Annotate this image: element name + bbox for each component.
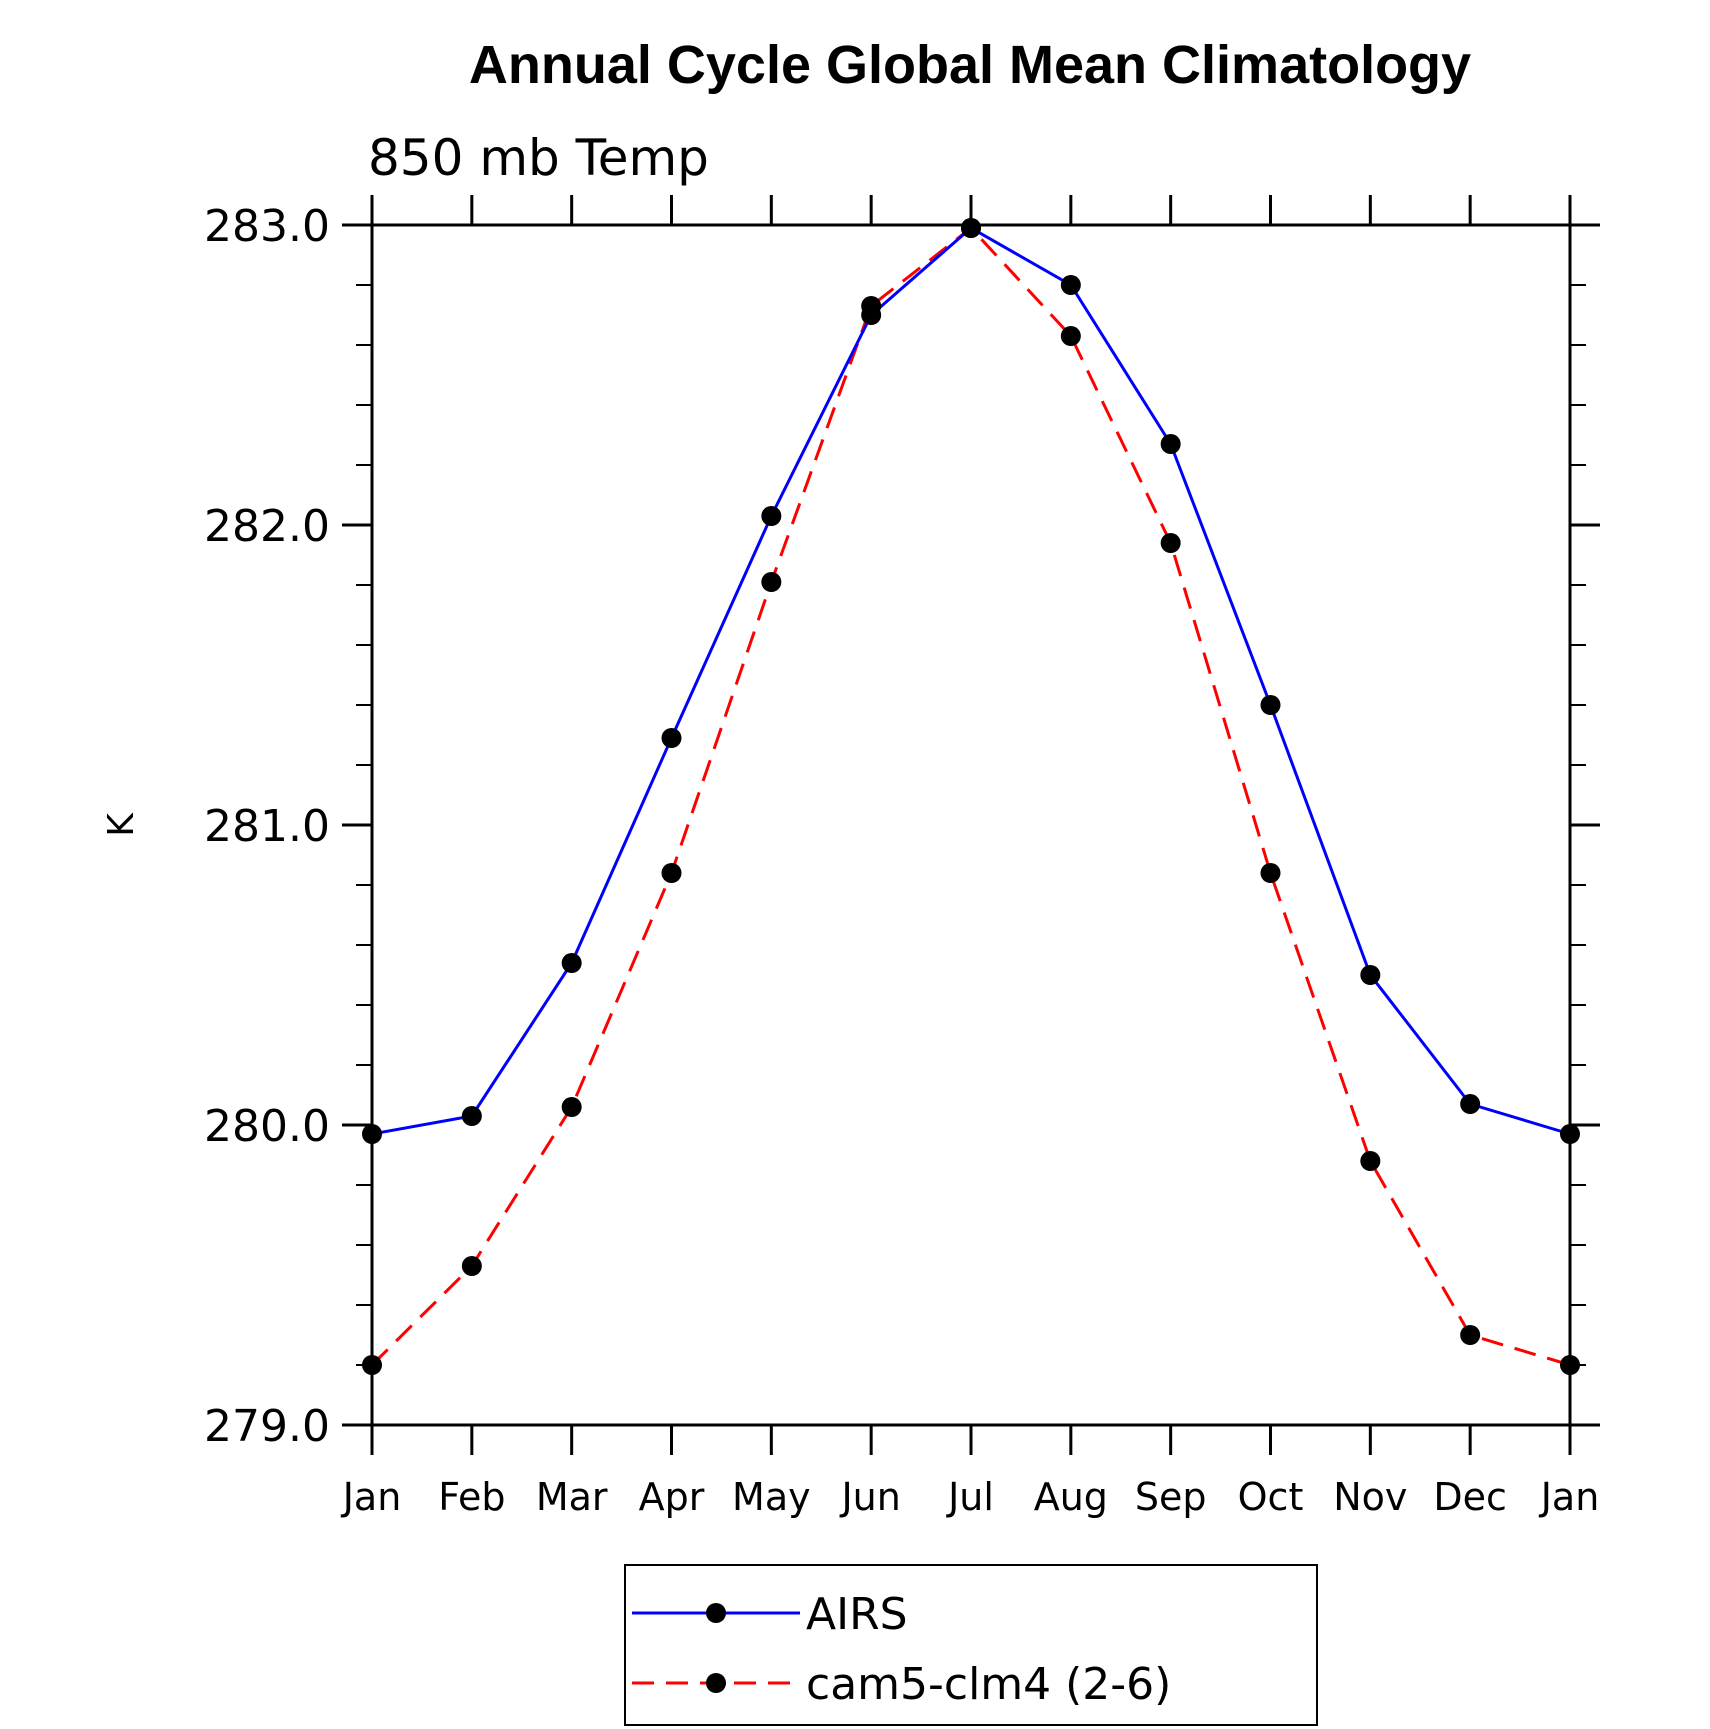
- y-axis-label: K: [101, 812, 142, 837]
- data-point: [461, 1106, 482, 1126]
- data-point: [1460, 1094, 1481, 1114]
- chart-title: Annual Cycle Global Mean Climatology: [469, 35, 1471, 95]
- legend-marker: [706, 1673, 726, 1693]
- series-line: [371, 226, 1571, 1136]
- x-tick-label: Mar: [536, 1475, 608, 1519]
- data-point: [961, 218, 981, 238]
- x-tick-label: Jan: [1539, 1475, 1600, 1519]
- legend-label: AIRS: [806, 1589, 908, 1640]
- series-layer: [362, 218, 1580, 1375]
- plot-frame: [370, 223, 1572, 1427]
- data-point: [561, 953, 582, 973]
- data-point: [1060, 326, 1081, 346]
- legend-box: [624, 1564, 1318, 1726]
- data-point: [1060, 275, 1081, 295]
- x-tick-label: Feb: [438, 1475, 505, 1519]
- x-tick-label: Jun: [839, 1475, 900, 1519]
- data-point: [362, 1355, 382, 1375]
- x-tick-label: Jan: [341, 1475, 402, 1519]
- y-tick-label: 280.0: [204, 1101, 330, 1152]
- series-line: [370, 225, 1571, 1367]
- data-point: [1260, 863, 1281, 883]
- data-point: [1260, 695, 1281, 715]
- x-tick-label: Nov: [1333, 1475, 1407, 1519]
- x-tick-label: Sep: [1135, 1475, 1207, 1519]
- data-point: [1360, 965, 1381, 985]
- data-point: [1160, 533, 1181, 553]
- data-point: [1360, 1151, 1381, 1171]
- data-point: [761, 572, 782, 592]
- data-point: [1160, 434, 1181, 454]
- data-point: [362, 1124, 382, 1144]
- legend-marker: [706, 1603, 726, 1623]
- data-point: [861, 296, 882, 316]
- data-point: [661, 728, 682, 748]
- x-tick-label: May: [732, 1475, 811, 1519]
- y-tick-label: 279.0: [204, 1401, 330, 1452]
- chart-subtitle: 850 mb Temp: [368, 129, 709, 187]
- y-tick-label: 283.0: [204, 201, 330, 252]
- x-tick-label: Oct: [1238, 1475, 1304, 1519]
- data-point: [661, 863, 682, 883]
- data-point: [1560, 1124, 1580, 1144]
- y-tick-label: 282.0: [204, 501, 330, 552]
- data-point: [1560, 1355, 1580, 1375]
- legend: AIRS cam5-clm4 (2-6): [624, 1564, 1318, 1726]
- x-tick-label: Aug: [1034, 1475, 1108, 1519]
- data-point: [1460, 1325, 1481, 1345]
- x-tick-label: Apr: [639, 1475, 705, 1519]
- y-tick-label: 281.0: [204, 801, 330, 852]
- x-tick-label: Jul: [946, 1475, 994, 1519]
- x-tick-label: Dec: [1433, 1475, 1507, 1519]
- data-point: [561, 1097, 582, 1117]
- data-point: [761, 506, 782, 526]
- legend-label: cam5-clm4 (2-6): [806, 1659, 1171, 1710]
- data-point: [461, 1256, 482, 1276]
